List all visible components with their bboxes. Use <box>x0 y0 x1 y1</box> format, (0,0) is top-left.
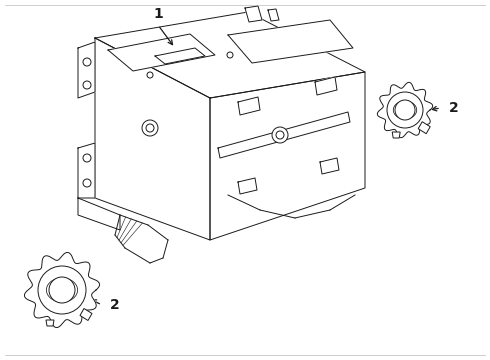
Polygon shape <box>315 77 337 95</box>
Circle shape <box>387 92 423 128</box>
Polygon shape <box>245 6 262 22</box>
Circle shape <box>276 131 284 139</box>
Circle shape <box>83 81 91 89</box>
Polygon shape <box>95 12 365 98</box>
Polygon shape <box>78 42 95 98</box>
Text: 2: 2 <box>449 101 459 115</box>
Circle shape <box>227 52 233 58</box>
Circle shape <box>83 154 91 162</box>
Circle shape <box>83 179 91 187</box>
Polygon shape <box>80 309 92 320</box>
Circle shape <box>49 277 75 303</box>
Circle shape <box>142 120 158 136</box>
Polygon shape <box>108 34 215 71</box>
Circle shape <box>395 100 415 120</box>
Polygon shape <box>95 38 210 240</box>
Circle shape <box>272 127 288 143</box>
Polygon shape <box>268 9 279 21</box>
Polygon shape <box>24 252 99 328</box>
Polygon shape <box>392 132 400 138</box>
Circle shape <box>147 72 153 78</box>
Text: 2: 2 <box>110 298 120 312</box>
Polygon shape <box>78 143 95 198</box>
Polygon shape <box>238 97 260 115</box>
Polygon shape <box>418 122 430 134</box>
Polygon shape <box>238 178 257 194</box>
Circle shape <box>146 124 154 132</box>
Polygon shape <box>377 82 433 138</box>
Text: 1: 1 <box>153 7 163 21</box>
Circle shape <box>83 58 91 66</box>
Polygon shape <box>46 320 54 326</box>
Polygon shape <box>78 198 120 230</box>
Circle shape <box>38 266 86 314</box>
Polygon shape <box>320 158 339 174</box>
Polygon shape <box>210 72 365 240</box>
Polygon shape <box>228 20 353 63</box>
